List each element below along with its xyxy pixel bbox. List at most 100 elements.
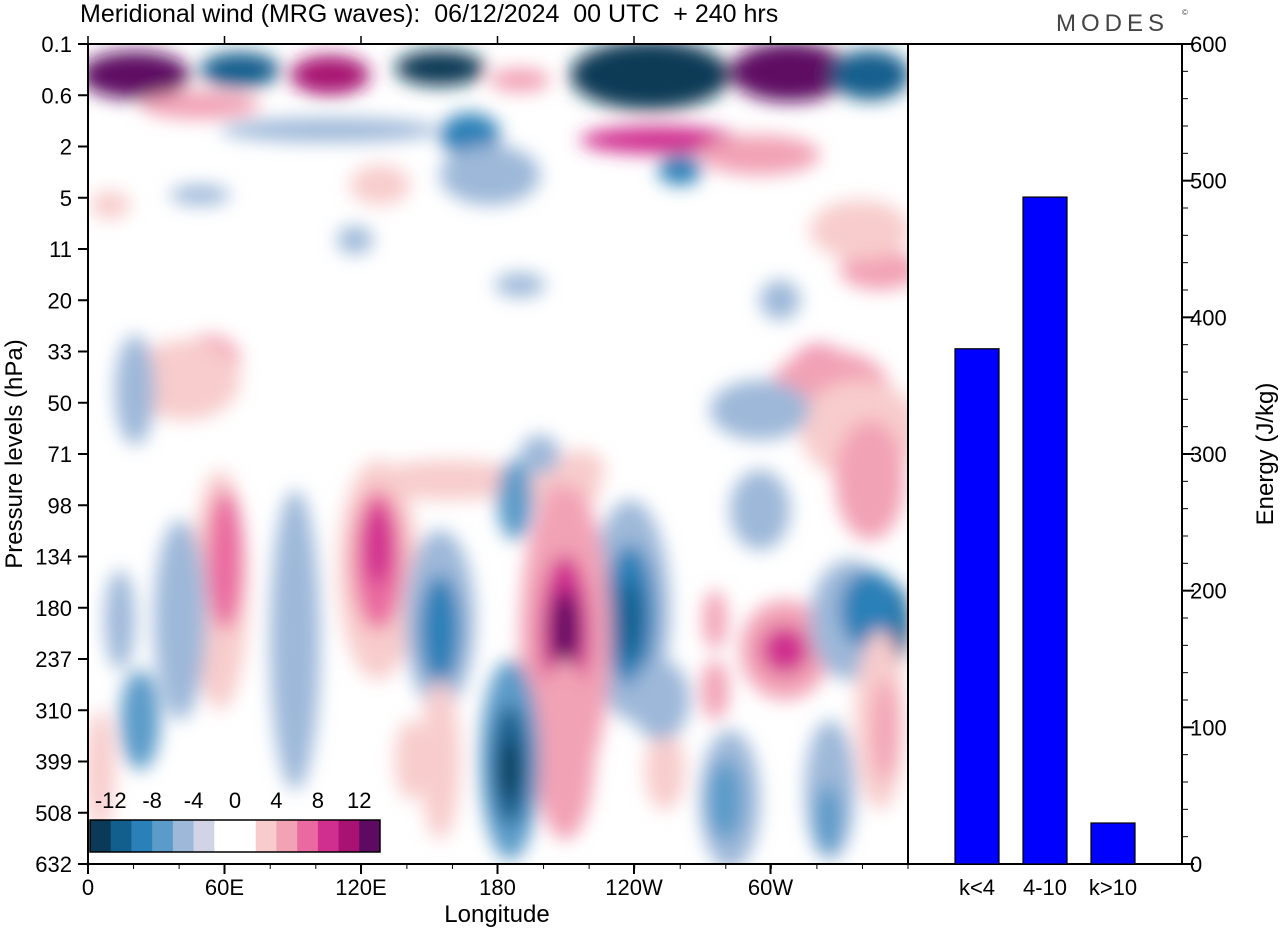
brand-mark: © [1182, 8, 1188, 17]
bar-category-label: 4-10 [1023, 875, 1067, 900]
contour-blob [395, 50, 485, 86]
contour-blob [730, 470, 790, 550]
contour-blob [420, 680, 460, 840]
contour-blob [370, 460, 530, 500]
contour-blob [130, 340, 240, 420]
energy-bar [1090, 822, 1136, 865]
contour-blob [395, 720, 425, 800]
colorbar-frame [89, 819, 381, 853]
contour-blob [337, 226, 373, 254]
y-tick-label: 20 [48, 288, 72, 313]
x-tick-label: 60W [748, 875, 793, 900]
contour-blob [535, 660, 595, 840]
y-tick-label: 134 [35, 545, 72, 570]
contour-blob [555, 450, 605, 490]
energy-axis-title: Energy (J/kg) [1252, 383, 1279, 526]
contour-blob [420, 575, 460, 685]
colorbar-swatch [152, 820, 174, 852]
contour-blob [551, 590, 579, 670]
contour-blob [580, 126, 740, 154]
colorbar-swatch [235, 820, 257, 852]
colorbar-swatch [172, 820, 195, 852]
colorbar-swatch [90, 820, 112, 852]
colorbar-swatch [317, 820, 340, 852]
axis-labels: 0 60E 120E 180 120W 60W 0.1 0.6 2 5 11 20 33 50 71 98 13… [1, 32, 1279, 928]
y-axis-title: Pressure levels (hPa) [1, 339, 28, 568]
y-tick-label: 98 [48, 493, 72, 518]
contour-blob [154, 520, 206, 720]
contour-blob [814, 785, 842, 855]
energy-tick-label: 600 [1190, 32, 1227, 57]
x-tick-label: 180 [479, 875, 516, 900]
colorbar-swatch [297, 820, 319, 852]
contour-blob [207, 490, 243, 630]
energy-tick-label: 0 [1190, 852, 1202, 877]
wind-field [88, 44, 908, 864]
colorbar-swatch [110, 820, 132, 852]
contour-blob [840, 250, 908, 290]
x-tick-label: 120E [335, 875, 386, 900]
colorbar-label: -4 [184, 788, 204, 813]
y-tick-label: 11 [49, 237, 72, 262]
contour-blob [630, 660, 690, 740]
contour-blob [88, 51, 190, 99]
colorbar-swatch [193, 820, 215, 852]
contour-blob [761, 626, 809, 674]
energy-tick-label: 300 [1190, 442, 1227, 467]
colorbar-label: 12 [347, 788, 371, 813]
colorbar-swatch [338, 820, 360, 852]
y-tick-label: 5 [60, 186, 72, 211]
contour-blob [873, 680, 897, 780]
energy-tick-label: 500 [1190, 169, 1227, 194]
colorbar-label: 4 [270, 788, 282, 813]
contour-blob [120, 670, 160, 770]
colorbar-label: -8 [142, 788, 162, 813]
contour-blob [760, 280, 800, 320]
contour-blob [703, 590, 727, 650]
contour-blob [140, 91, 260, 119]
colorbar-swatch [359, 820, 381, 852]
y-tick-label: 310 [35, 698, 72, 723]
bar-category-label: k<4 [959, 875, 995, 900]
y-tick-label: 632 [35, 852, 72, 877]
contour-blob [830, 50, 908, 100]
contour-blob [490, 68, 550, 92]
energy-tick-label: 100 [1190, 715, 1227, 740]
colorbar-swatch [276, 820, 298, 852]
colorbar-label: 8 [312, 788, 324, 813]
contour-blob [658, 155, 702, 185]
colorbar: -12 -8 -4 0 4 8 12 [89, 788, 381, 853]
contour-blob [495, 273, 545, 297]
y-tick-label: 0.1 [41, 32, 72, 57]
colorbar-swatch [131, 820, 153, 852]
contour-blob [115, 335, 155, 445]
field-blobs [88, 44, 908, 864]
contour-blob [440, 145, 540, 205]
contour-blob [710, 380, 810, 440]
energy-tick-label: 200 [1190, 579, 1227, 604]
brand-logo: MODES [1056, 10, 1170, 37]
contour-blob [501, 740, 519, 800]
chart-title: Meridional wind (MRG waves): 06/12/2024 … [80, 0, 779, 28]
x-axis-title: Longitude [444, 901, 549, 928]
axis-ticks [78, 36, 1194, 874]
energy-bar [954, 348, 1000, 865]
y-tick-label: 508 [35, 801, 72, 826]
contour-blob [497, 460, 533, 540]
energy-bar [1022, 196, 1068, 865]
contour-blob [270, 490, 320, 790]
bar-category-label: k>10 [1089, 875, 1137, 900]
y-tick-label: 399 [35, 750, 72, 775]
contour-blob [90, 191, 130, 219]
contour-blob [700, 135, 820, 175]
y-tick-label: 2 [60, 135, 72, 160]
y-tick-label: 180 [35, 596, 72, 621]
contour-blob [364, 505, 392, 585]
contour-blob [840, 570, 900, 650]
y-tick-label: 0.6 [41, 83, 72, 108]
contour-blob [835, 420, 905, 540]
energy-bars [954, 196, 1136, 865]
colorbar-swatch [214, 820, 236, 852]
contour-blob [88, 710, 115, 830]
